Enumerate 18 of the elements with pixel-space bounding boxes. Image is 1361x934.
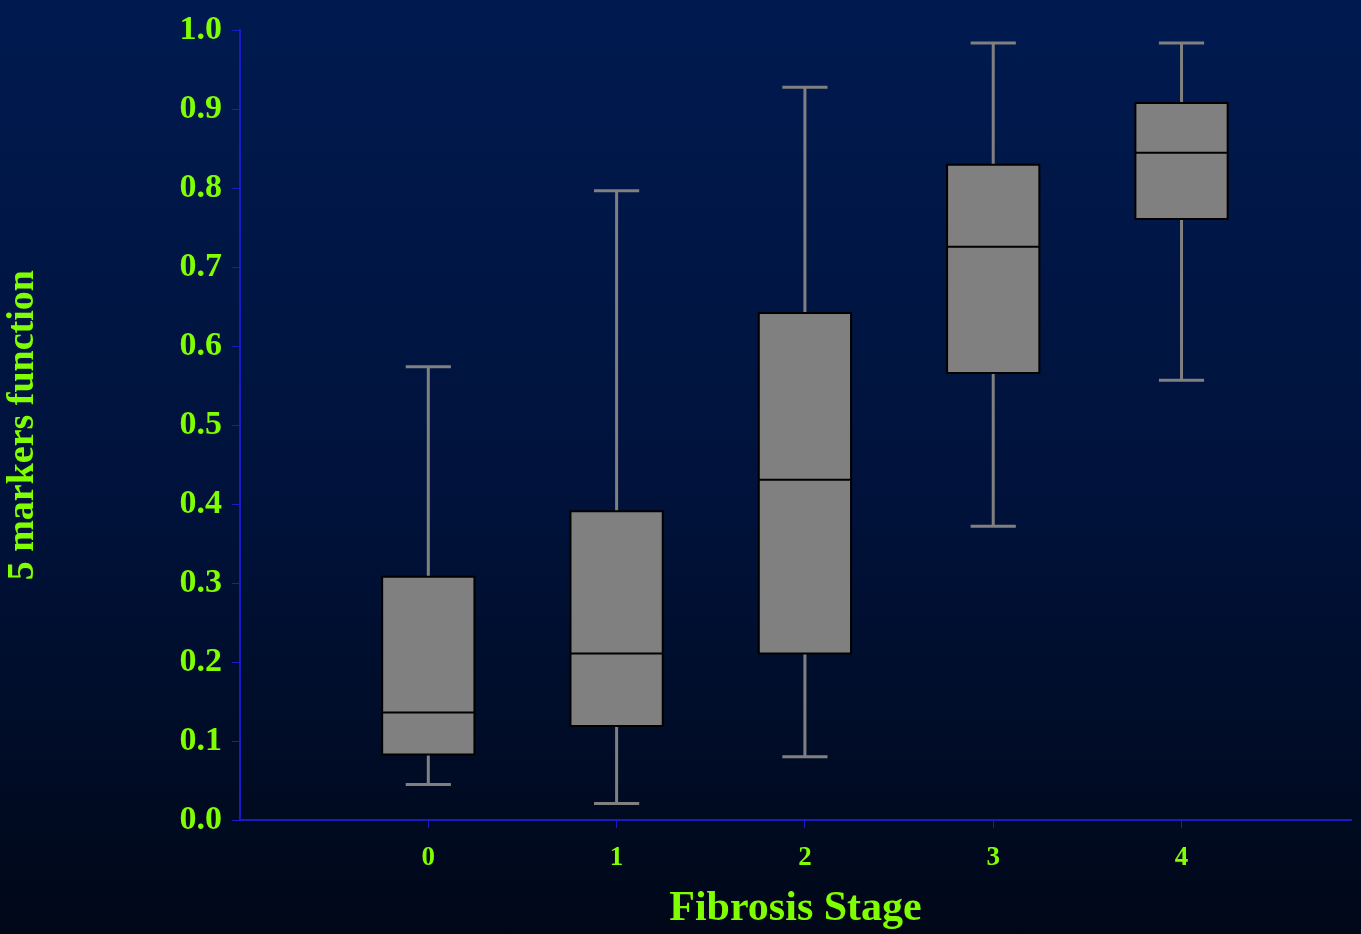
y-tick-label: 0.2 [179, 640, 222, 678]
x-tick-label: 4 [1174, 841, 1189, 872]
y-tick-label: 0.0 [179, 798, 222, 836]
y-tick-label: 0.6 [179, 325, 222, 363]
y-tick-label: 1.0 [179, 9, 222, 47]
y-tick-label: 0.5 [179, 403, 222, 441]
y-tick-label: 0.1 [179, 719, 222, 757]
y-tick-label: 0.4 [179, 482, 222, 520]
y-axis-title: 5 markers function [0, 270, 41, 581]
x-tick-label: 0 [421, 841, 436, 872]
y-tick-label: 0.9 [179, 88, 222, 126]
y-tick-label: 0.8 [179, 167, 222, 205]
x-tick-label: 1 [609, 841, 624, 872]
x-axis-title: Fibrosis Stage [669, 882, 922, 929]
y-tick-label: 0.3 [179, 561, 222, 599]
x-tick-label: 3 [986, 841, 1000, 872]
y-tick-label: 0.7 [179, 246, 222, 284]
x-tick-label: 2 [798, 841, 812, 872]
